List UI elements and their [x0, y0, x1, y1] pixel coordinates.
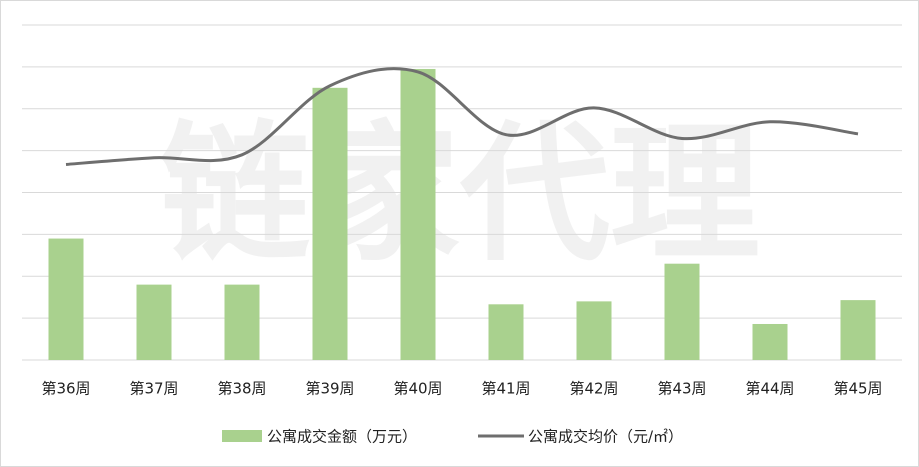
x-tick-label: 第41周	[481, 380, 530, 398]
x-tick-label: 第45周	[833, 380, 882, 398]
bar	[312, 87, 348, 360]
x-tick-label: 第37周	[129, 380, 178, 398]
legend-swatch	[222, 430, 262, 442]
bar	[752, 323, 788, 360]
line	[65, 67, 859, 166]
watermark: 链家代理	[160, 108, 760, 282]
bar	[664, 263, 700, 360]
legend-label: 公寓成交均价（元/㎡）	[528, 428, 683, 446]
bar	[840, 300, 876, 360]
x-tick-label: 第44周	[745, 380, 794, 398]
bar	[488, 304, 524, 360]
x-tick-label: 第38周	[217, 380, 266, 398]
x-tick-label: 第36周	[41, 380, 90, 398]
x-tick-label: 第40周	[393, 380, 442, 398]
legend-label: 公寓成交金额（万元）	[267, 428, 417, 446]
x-tick-label: 第43周	[657, 380, 706, 398]
x-tick-label: 第42周	[569, 380, 618, 398]
bar	[400, 68, 436, 360]
bar	[224, 284, 260, 360]
bar	[48, 238, 84, 360]
bar	[576, 301, 612, 360]
x-tick-label: 第39周	[305, 380, 354, 398]
bar	[136, 284, 172, 360]
